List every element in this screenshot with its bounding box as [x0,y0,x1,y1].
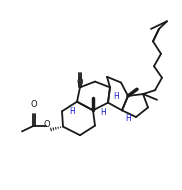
Text: Ḣ: Ḣ [113,92,119,101]
Text: O: O [44,120,50,129]
Text: Ḣ: Ḣ [69,107,75,116]
Text: O: O [77,78,83,87]
Text: Ḣ: Ḣ [125,114,131,124]
Text: H: H [100,108,106,117]
Text: O: O [31,100,37,109]
